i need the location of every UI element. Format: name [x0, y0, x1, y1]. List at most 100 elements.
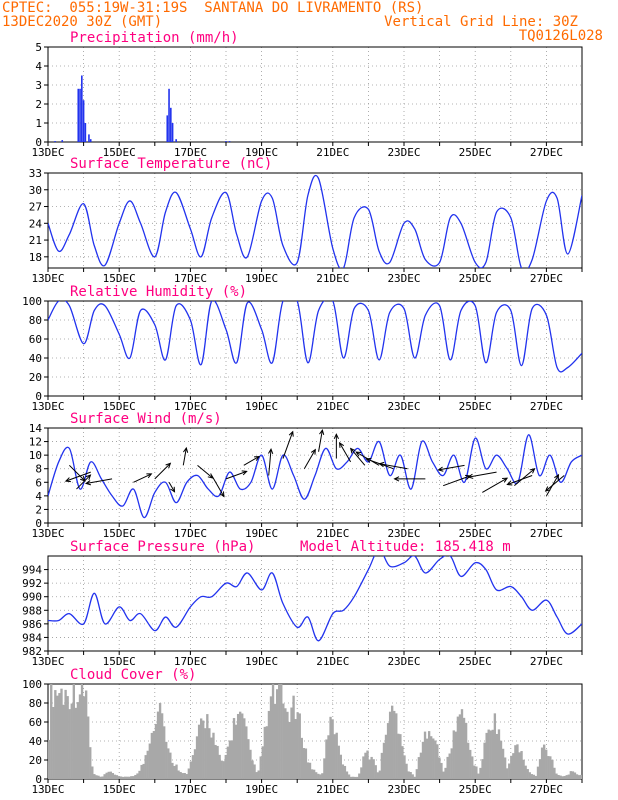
- cloud-bar: [103, 774, 106, 779]
- cloud-bar: [183, 772, 186, 779]
- cloud-bar: [501, 748, 505, 779]
- cloud-bar: [224, 754, 227, 779]
- precip-bar: [170, 107, 172, 142]
- wind-arrow: [349, 447, 366, 466]
- cloud-bar: [230, 740, 234, 779]
- header-station: CPTEC: 055:19W-31:19S SANTANA DO LIVRAME…: [2, 0, 424, 16]
- precip-bar: [84, 123, 87, 142]
- cloud-bar: [144, 755, 147, 779]
- cloud-bar: [462, 717, 466, 779]
- cloud-bar: [163, 726, 166, 779]
- wind-arrow-shaft: [168, 482, 175, 493]
- wind-series: [48, 428, 582, 519]
- temp-title: Surface Temperature (nC): [70, 156, 272, 172]
- cloud-bar: [345, 771, 349, 779]
- cloud-bar: [312, 769, 316, 779]
- wind-arrow-head: [84, 480, 92, 486]
- wind-arrow-shaft: [438, 464, 465, 471]
- cloud-bar: [524, 765, 527, 779]
- cloud-bar: [415, 769, 418, 779]
- cloud-bar: [160, 713, 164, 779]
- cloud-bar: [208, 728, 211, 779]
- cloud-bar: [310, 769, 314, 779]
- cloud-bar: [569, 771, 573, 779]
- wind-arrow-head: [355, 451, 362, 457]
- cloud-bar: [417, 757, 421, 779]
- header-init-time: 13DEC2020 30Z (GMT): [2, 14, 163, 30]
- cloud-bar: [317, 773, 320, 779]
- wind-arrow-head: [529, 467, 536, 474]
- cloud-bar: [397, 733, 400, 779]
- cloud-bar: [540, 747, 544, 779]
- cloud-bar: [267, 710, 271, 779]
- precip-bar: [225, 141, 227, 142]
- cloud-bar: [528, 772, 531, 779]
- x-tick-label: 19DEC: [245, 527, 278, 540]
- cloud-bar: [349, 776, 353, 779]
- cloud-bar: [282, 703, 285, 779]
- cloud-bar: [150, 732, 154, 779]
- wind-arrow: [482, 477, 509, 493]
- cloud-bar: [80, 684, 84, 779]
- y-tick-label: 4: [35, 490, 42, 503]
- wind-arrow-shaft: [211, 475, 225, 497]
- cloud-bar: [222, 761, 225, 779]
- x-tick-label: 23DEC: [387, 272, 420, 285]
- cloud-bar: [368, 759, 371, 779]
- cloud-bar: [107, 771, 110, 779]
- y-tick-label: 4: [35, 60, 42, 73]
- cloud-bar: [489, 730, 492, 779]
- cloud-bar: [304, 748, 308, 779]
- wind-arrow: [333, 433, 339, 459]
- y-tick-label: 3: [35, 79, 42, 92]
- cloud-bar: [514, 745, 517, 779]
- wind-arrow-shaft: [225, 470, 247, 480]
- cloud-bar: [247, 739, 250, 779]
- cloud-bar: [565, 775, 568, 779]
- cloud-bar: [82, 696, 86, 779]
- cloud-bar: [481, 759, 484, 779]
- cloud-bar: [253, 764, 256, 779]
- cloud-bar: [419, 752, 423, 779]
- cloud-bar: [382, 742, 386, 779]
- cloud-bar: [113, 774, 117, 779]
- cloud-bar: [434, 740, 437, 779]
- x-tick-label: 23DEC: [387, 655, 420, 668]
- wind-arrow-shaft: [182, 447, 187, 466]
- cloud-bar: [296, 712, 299, 779]
- cloud-bar: [60, 688, 63, 779]
- cloud-bar: [158, 702, 162, 779]
- cloud-bar: [154, 723, 158, 779]
- wind-arrow-shaft: [243, 456, 260, 466]
- x-tick-label: 25DEC: [459, 400, 492, 413]
- cloud-bar: [165, 741, 168, 779]
- cloud-bar: [119, 776, 123, 779]
- x-tick-label: 15DEC: [103, 146, 136, 159]
- cloud-bar: [239, 711, 242, 779]
- wind-arrow: [437, 464, 465, 472]
- cloud-bar: [321, 773, 324, 779]
- x-tick-label: 21DEC: [316, 272, 349, 285]
- x-tick-label: 15DEC: [103, 272, 136, 285]
- cloud-bar: [335, 732, 338, 779]
- cloud-bar: [91, 766, 94, 779]
- cloud-bar: [202, 720, 205, 779]
- cloud-bar: [364, 752, 367, 779]
- wind-arrow: [378, 461, 408, 470]
- x-tick-label: 13DEC: [31, 400, 64, 413]
- cloud-bar: [518, 752, 521, 779]
- wind-arrow: [318, 428, 325, 452]
- cloud-bar: [405, 763, 408, 779]
- cloud-bar: [50, 684, 53, 779]
- cloud-bar: [536, 766, 540, 779]
- cloud-bar: [292, 695, 295, 779]
- cloud-bar: [175, 764, 178, 779]
- cloud-bar: [171, 762, 174, 779]
- cloud-bar: [384, 734, 388, 779]
- x-tick-label: 19DEC: [245, 400, 278, 413]
- cloud-bar: [241, 713, 244, 779]
- wind-arrow: [243, 455, 261, 466]
- cloud-bar: [259, 756, 262, 779]
- wind-arrow-shaft: [514, 468, 535, 487]
